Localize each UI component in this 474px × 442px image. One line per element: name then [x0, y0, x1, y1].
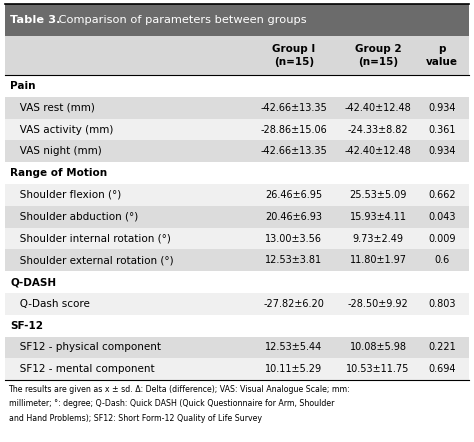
Text: 0.221: 0.221: [428, 343, 456, 352]
Text: Shoulder abduction (°): Shoulder abduction (°): [10, 212, 139, 222]
Text: VAS rest (mm): VAS rest (mm): [10, 103, 95, 113]
Text: 12.53±3.81: 12.53±3.81: [265, 255, 322, 265]
Text: -28.50±9.92: -28.50±9.92: [347, 299, 409, 309]
Text: -42.40±12.48: -42.40±12.48: [345, 146, 411, 156]
Bar: [5, 119, 469, 141]
Text: Q-DASH: Q-DASH: [10, 277, 56, 287]
Text: Shoulder external rotation (°): Shoulder external rotation (°): [10, 255, 174, 265]
Text: 10.11±5.29: 10.11±5.29: [265, 364, 322, 374]
Text: SF-12: SF-12: [10, 320, 44, 331]
Bar: [5, 271, 469, 293]
Text: 0.043: 0.043: [428, 212, 456, 222]
Text: -27.82±6.20: -27.82±6.20: [264, 299, 324, 309]
Text: 9.73±2.49: 9.73±2.49: [353, 233, 403, 244]
Text: 25.53±5.09: 25.53±5.09: [349, 190, 407, 200]
Text: Table 3.: Table 3.: [10, 15, 61, 25]
Text: 0.662: 0.662: [428, 190, 456, 200]
Bar: [5, 141, 469, 162]
Bar: [5, 162, 469, 184]
Text: 10.08±5.98: 10.08±5.98: [349, 343, 407, 352]
Bar: [5, 315, 469, 336]
Bar: [5, 97, 469, 119]
Bar: [5, 184, 469, 206]
Bar: [5, 249, 469, 271]
Text: 0.694: 0.694: [428, 364, 456, 374]
Text: 13.00±3.56: 13.00±3.56: [265, 233, 322, 244]
Text: The results are given as x ± sd. Δ: Delta (difference); VAS: Visual Analogue Sca: The results are given as x ± sd. Δ: Delt…: [9, 385, 350, 393]
Text: 10.53±11.75: 10.53±11.75: [346, 364, 410, 374]
Text: 12.53±5.44: 12.53±5.44: [265, 343, 322, 352]
Text: SF12 - physical component: SF12 - physical component: [10, 343, 162, 352]
Text: 0.934: 0.934: [428, 146, 456, 156]
Text: millimeter; °: degree; Q-Dash: Quick DASH (Quick Questionnaire for Arm, Shoulder: millimeter; °: degree; Q-Dash: Quick DAS…: [9, 399, 334, 408]
Text: 0.361: 0.361: [428, 125, 456, 135]
Text: and Hand Problems); SF12: Short Form-12 Quality of Life Survey: and Hand Problems); SF12: Short Form-12 …: [9, 414, 262, 423]
Text: -42.40±12.48: -42.40±12.48: [345, 103, 411, 113]
Text: 11.80±1.97: 11.80±1.97: [349, 255, 407, 265]
Text: 0.009: 0.009: [428, 233, 456, 244]
Bar: [5, 228, 469, 249]
Text: 15.93±4.11: 15.93±4.11: [349, 212, 407, 222]
Text: SF12 - mental component: SF12 - mental component: [10, 364, 155, 374]
Bar: [5, 293, 469, 315]
Text: -42.66±13.35: -42.66±13.35: [261, 146, 327, 156]
Bar: [5, 358, 469, 380]
Text: Range of Motion: Range of Motion: [10, 168, 108, 178]
Text: -28.86±15.06: -28.86±15.06: [261, 125, 327, 135]
Bar: [5, 4, 469, 36]
Text: Group 2
(n=15): Group 2 (n=15): [355, 45, 401, 67]
Text: VAS activity (mm): VAS activity (mm): [10, 125, 114, 135]
Text: 0.6: 0.6: [434, 255, 450, 265]
Text: VAS night (mm): VAS night (mm): [10, 146, 102, 156]
Text: Pain: Pain: [10, 81, 36, 91]
Bar: [5, 36, 469, 75]
Text: Shoulder flexion (°): Shoulder flexion (°): [10, 190, 122, 200]
Bar: [5, 206, 469, 228]
Bar: [5, 75, 469, 97]
Text: 26.46±6.95: 26.46±6.95: [265, 190, 322, 200]
Text: -42.66±13.35: -42.66±13.35: [261, 103, 327, 113]
Text: Q-Dash score: Q-Dash score: [10, 299, 91, 309]
Text: Group I
(n=15): Group I (n=15): [272, 45, 316, 67]
Text: Comparison of parameters between groups: Comparison of parameters between groups: [55, 15, 306, 25]
Text: -24.33±8.82: -24.33±8.82: [348, 125, 408, 135]
Text: 0.934: 0.934: [428, 103, 456, 113]
Text: 0.803: 0.803: [428, 299, 456, 309]
Text: 20.46±6.93: 20.46±6.93: [265, 212, 322, 222]
Text: Shoulder internal rotation (°): Shoulder internal rotation (°): [10, 233, 171, 244]
Bar: [5, 336, 469, 358]
Text: p
value: p value: [426, 45, 458, 67]
